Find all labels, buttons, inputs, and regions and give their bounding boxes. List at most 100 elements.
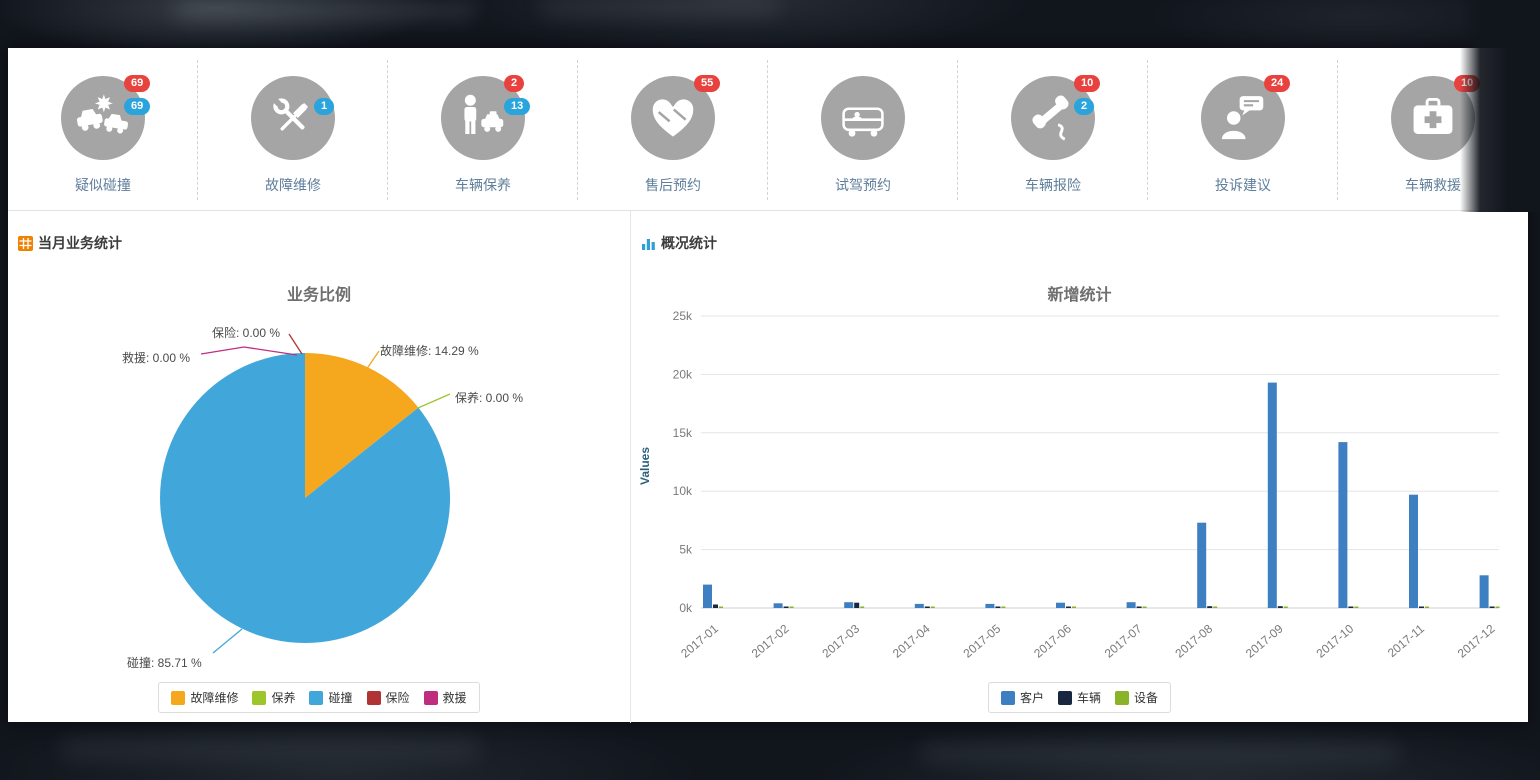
bar-customer[interactable]: [1197, 522, 1207, 608]
panel-title: 概况统计: [661, 235, 717, 251]
bar-device[interactable]: [1213, 606, 1218, 609]
bar-vehicle[interactable]: [1489, 606, 1495, 609]
legend-label: 车辆: [1076, 691, 1101, 705]
x-tick-label: 2017-09: [1243, 621, 1286, 660]
icon-wrap: 1: [251, 76, 335, 160]
bar-device[interactable]: [1142, 606, 1147, 609]
legend-swatch: [1057, 690, 1072, 705]
legend-item-collision[interactable]: 碰撞: [309, 689, 353, 706]
legend-item-insurance[interactable]: 保险: [366, 689, 410, 706]
bar-device[interactable]: [789, 606, 794, 609]
legend-item-customer[interactable]: 客户: [1000, 689, 1044, 706]
icon-wrap: 2 13: [441, 75, 531, 160]
service-item-collision[interactable]: 69 69 疑似碰撞: [8, 48, 198, 210]
y-tick-label: 15k: [673, 426, 693, 440]
service-item-testdrive[interactable]: 试驾预约: [768, 48, 958, 210]
bar-device[interactable]: [1001, 606, 1006, 609]
bar-customer[interactable]: [1267, 382, 1277, 608]
pie-chart-title: 业务比例: [286, 287, 351, 304]
bar-vehicle[interactable]: [1207, 606, 1213, 608]
bar-vehicle[interactable]: [1136, 606, 1142, 609]
legend-swatch: [171, 690, 186, 705]
y-tick-label: 20k: [673, 367, 693, 381]
bar-device[interactable]: [860, 606, 865, 609]
bar-customer[interactable]: [1338, 442, 1348, 608]
bar-vehicle[interactable]: [854, 602, 860, 608]
panel-header-monthly: 当月业务统计: [18, 233, 122, 253]
pie-slice-repair[interactable]: [305, 353, 419, 498]
service-item-complaint[interactable]: 24 投诉建议: [1148, 48, 1338, 210]
bar-customer[interactable]: [844, 602, 854, 608]
legend-swatch: [1000, 690, 1015, 705]
bar-customer[interactable]: [1479, 575, 1489, 608]
x-tick-label: 2017-08: [1172, 621, 1215, 660]
bar-vehicle[interactable]: [1066, 606, 1071, 609]
service-label: 投诉建议: [1215, 177, 1271, 193]
bar-customer[interactable]: [773, 603, 783, 608]
bar-customer[interactable]: [985, 603, 995, 608]
pie-label-maintain: 保养: 0.00 %: [455, 391, 524, 405]
legend-item-maintain[interactable]: 保养: [252, 689, 295, 706]
bar-vehicle[interactable]: [995, 606, 1001, 609]
bar-device[interactable]: [1283, 606, 1288, 609]
pie-label-insurance: 保险: 0.00 %: [212, 326, 281, 340]
bar-customer[interactable]: [703, 584, 712, 608]
person-taxi-icon: [464, 94, 504, 135]
service-item-maintenance[interactable]: 2 13 车辆保养: [388, 48, 578, 210]
wrench-screwdriver-icon: [272, 97, 308, 131]
icon-wrap: 10 2: [1011, 75, 1101, 160]
bar-device[interactable]: [1425, 606, 1429, 609]
count-badge-blue: 13: [504, 98, 531, 115]
legend-label: 保险: [385, 691, 410, 705]
background-blur: [920, 745, 1400, 761]
x-tick-label: 2017-12: [1455, 621, 1498, 660]
legend-item-repair[interactable]: 故障维修: [171, 689, 238, 706]
service-label: 车辆报险: [1025, 177, 1081, 193]
panel-header-overview: 概况统计: [641, 233, 717, 253]
bar-device[interactable]: [1072, 606, 1076, 609]
bar-vehicle[interactable]: [1419, 606, 1424, 609]
charts-row: 当月业务统计 业务比例 保险: 0.00 % 救援: 0.00 % 故障维修: …: [8, 211, 1528, 723]
bar-customer[interactable]: [1056, 602, 1065, 608]
y-tick-label: 25k: [673, 309, 693, 323]
bar-device[interactable]: [1354, 606, 1359, 609]
bar-vehicle[interactable]: [924, 606, 930, 609]
bar-customer[interactable]: [1126, 602, 1136, 608]
bar-customer[interactable]: [914, 603, 924, 608]
pie-legend-row: 故障维修 保养 碰撞 保险 救援: [8, 682, 630, 713]
service-item-insurance[interactable]: 10 2 车辆报险: [958, 48, 1148, 210]
calendar-grid-icon: [18, 235, 33, 251]
collision-icon: [76, 94, 129, 134]
bar-chart-icon: [642, 238, 655, 250]
icon-circle: [631, 76, 715, 160]
legend-swatch: [309, 690, 324, 705]
pie-legend: 故障维修 保养 碰撞 保险 救援: [158, 682, 480, 713]
legend-item-vehicle[interactable]: 车辆: [1057, 689, 1101, 706]
service-label: 故障维修: [265, 177, 321, 193]
legend-swatch: [252, 690, 267, 705]
bar-vehicle[interactable]: [1277, 606, 1283, 608]
count-badge-blue: 1: [314, 98, 335, 115]
legend-item-rescue[interactable]: 救援: [423, 689, 467, 706]
bar-vehicle[interactable]: [783, 606, 789, 609]
icon-wrap: [821, 76, 905, 160]
y-tick-label: 10k: [673, 484, 693, 498]
background-dark-corner: [1460, 0, 1540, 212]
bar-vehicle[interactable]: [713, 604, 718, 609]
legend-item-device[interactable]: 设备: [1115, 689, 1158, 706]
icon-circle: [821, 76, 905, 160]
service-item-repair[interactable]: 1 故障维修: [198, 48, 388, 210]
y-tick-label: 5k: [679, 543, 693, 557]
bar-legend-row: 客户 车辆 设备: [631, 682, 1528, 713]
bar-customer[interactable]: [1409, 494, 1418, 608]
x-tick-label: 2017-07: [1102, 621, 1145, 660]
bar-device[interactable]: [719, 606, 723, 609]
legend-label: 救援: [442, 691, 467, 705]
service-item-appointment[interactable]: 55 售后预约: [578, 48, 768, 210]
background-blur: [60, 740, 480, 758]
bar-vehicle[interactable]: [1348, 606, 1354, 609]
panel-title: 当月业务统计: [38, 235, 122, 251]
pie-slice-collision[interactable]: [160, 353, 451, 643]
bar-device[interactable]: [930, 606, 935, 609]
bar-device[interactable]: [1495, 606, 1500, 609]
